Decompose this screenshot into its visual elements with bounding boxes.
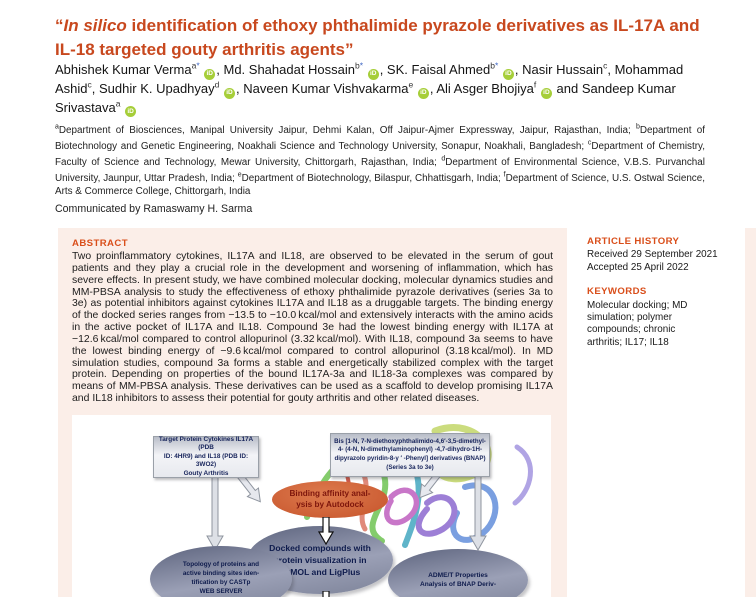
affiliation: cDepartment of Chemistry, Faculty of Sci… [55,139,705,169]
abstract-panel: ABSTRACT Two proinflammatory cytokines, … [58,228,567,597]
page-edge-strip [745,228,756,597]
author: Sandeep Kumar Srivastavaa iD [55,80,676,118]
title-rest: identification of ethoxy phthalimide pyr… [55,16,700,59]
orcid-icon[interactable]: iD [417,87,429,99]
author: Sudhir K. Upadhyayd iD, [99,80,243,99]
figure-ellipse-binding-affinity: Binding affinity anal- ysis by Autodock [272,481,388,518]
communicated-by-note: Communicated by Ramaswamy H. Sarma [55,203,253,215]
author-list: Abhishek Kumar Vermaa* iD, Md. Shahadat … [55,60,707,118]
orcid-icon[interactable]: iD [367,68,379,80]
arrow-right-down [469,471,487,551]
orcid-icon[interactable]: iD [540,87,552,99]
author-name: SK. Faisal Ahmed [386,62,491,77]
figure-box-target-proteins: Target Protein Cytokines IL17A (PDB ID: … [153,436,259,478]
affiliation: bDepartment of Biotechnology and Genetic… [55,124,705,153]
affiliation: aDepartment of Biosciences, Manipal Univ… [55,124,636,137]
abstract-heading: ABSTRACT [72,238,128,249]
orcid-icon[interactable]: iD [204,68,216,80]
author-name: Sandeep Kumar Srivastava [55,80,676,115]
author-name: Md. Shahadat Hossain [223,62,356,77]
title-italic-part: In silico [63,16,127,35]
keywords-heading: KEYWORDS [587,286,647,298]
accepted-date: Accepted 25 April 2022 [587,261,689,273]
author: Mohammad Ashidc, [55,62,684,96]
abstract-body: Two proinflammatory cytokines, IL17A and… [72,251,553,405]
author-name: Sudhir K. Upadhyay [99,80,215,96]
author-name: Naveen Kumar Vishvakarma [243,80,409,96]
author: Ali Asger Bhojiyaf iD and [436,80,581,99]
figure-ellipse-admet: ADME/T Properties Analysis of BNAP Deriv… [388,549,528,597]
orcid-icon[interactable]: iD [224,87,235,99]
author: Nasir Hussainc, [522,60,615,77]
received-date: Received 29 September 2021 [587,249,718,261]
arrow-docked-down-stub [322,591,330,597]
author-name: Abhishek Kumar Verma [55,62,192,77]
figure-ellipse-topology: Topology of proteins and active binding … [150,546,292,597]
affiliation: dDepartment of Environmental Science, V.… [55,155,705,184]
author-name: Nasir Hussain [522,62,604,77]
article-info-sidebar: ARTICLE HISTORY Received 29 September 20… [587,236,737,349]
author: Naveen Kumar Vishvakarmae iD, [243,80,436,99]
page-title: “In silico identification of ethoxy phth… [55,14,715,62]
author: SK. Faisal Ahmedb* iD, [386,61,522,80]
author: Abhishek Kumar Vermaa* iD, [55,61,223,80]
graphical-abstract: Target Protein Cytokines IL17A (PDB ID: … [72,415,551,597]
arrow-binding-to-docked [318,517,334,545]
figure-box-bnap-derivatives: Bis [1-N, 7-N-diethoxyphthalimido-4,6′-3… [330,433,490,477]
author: Md. Shahadat Hossainb* iD, [223,61,386,80]
arrow-left-down [206,475,224,551]
orcid-icon[interactable]: iD [125,106,137,118]
title-open-quote: “ [55,16,64,35]
affiliations: aDepartment of Biosciences, Manipal Univ… [55,122,705,198]
author-name: Mohammad Ashid [55,62,684,96]
article-history-heading: ARTICLE HISTORY [587,236,680,247]
keywords-text: Molecular docking; MD simulation; polyme… [587,299,688,348]
orcid-icon[interactable]: iD [502,68,514,80]
affiliation: fDepartment of Science, U.S. Ostwal Scie… [55,171,705,197]
author-name: Ali Asger Bhojiya [436,80,534,96]
affiliation: eDepartment of Biotechnology, Bilaspur, … [237,171,504,184]
